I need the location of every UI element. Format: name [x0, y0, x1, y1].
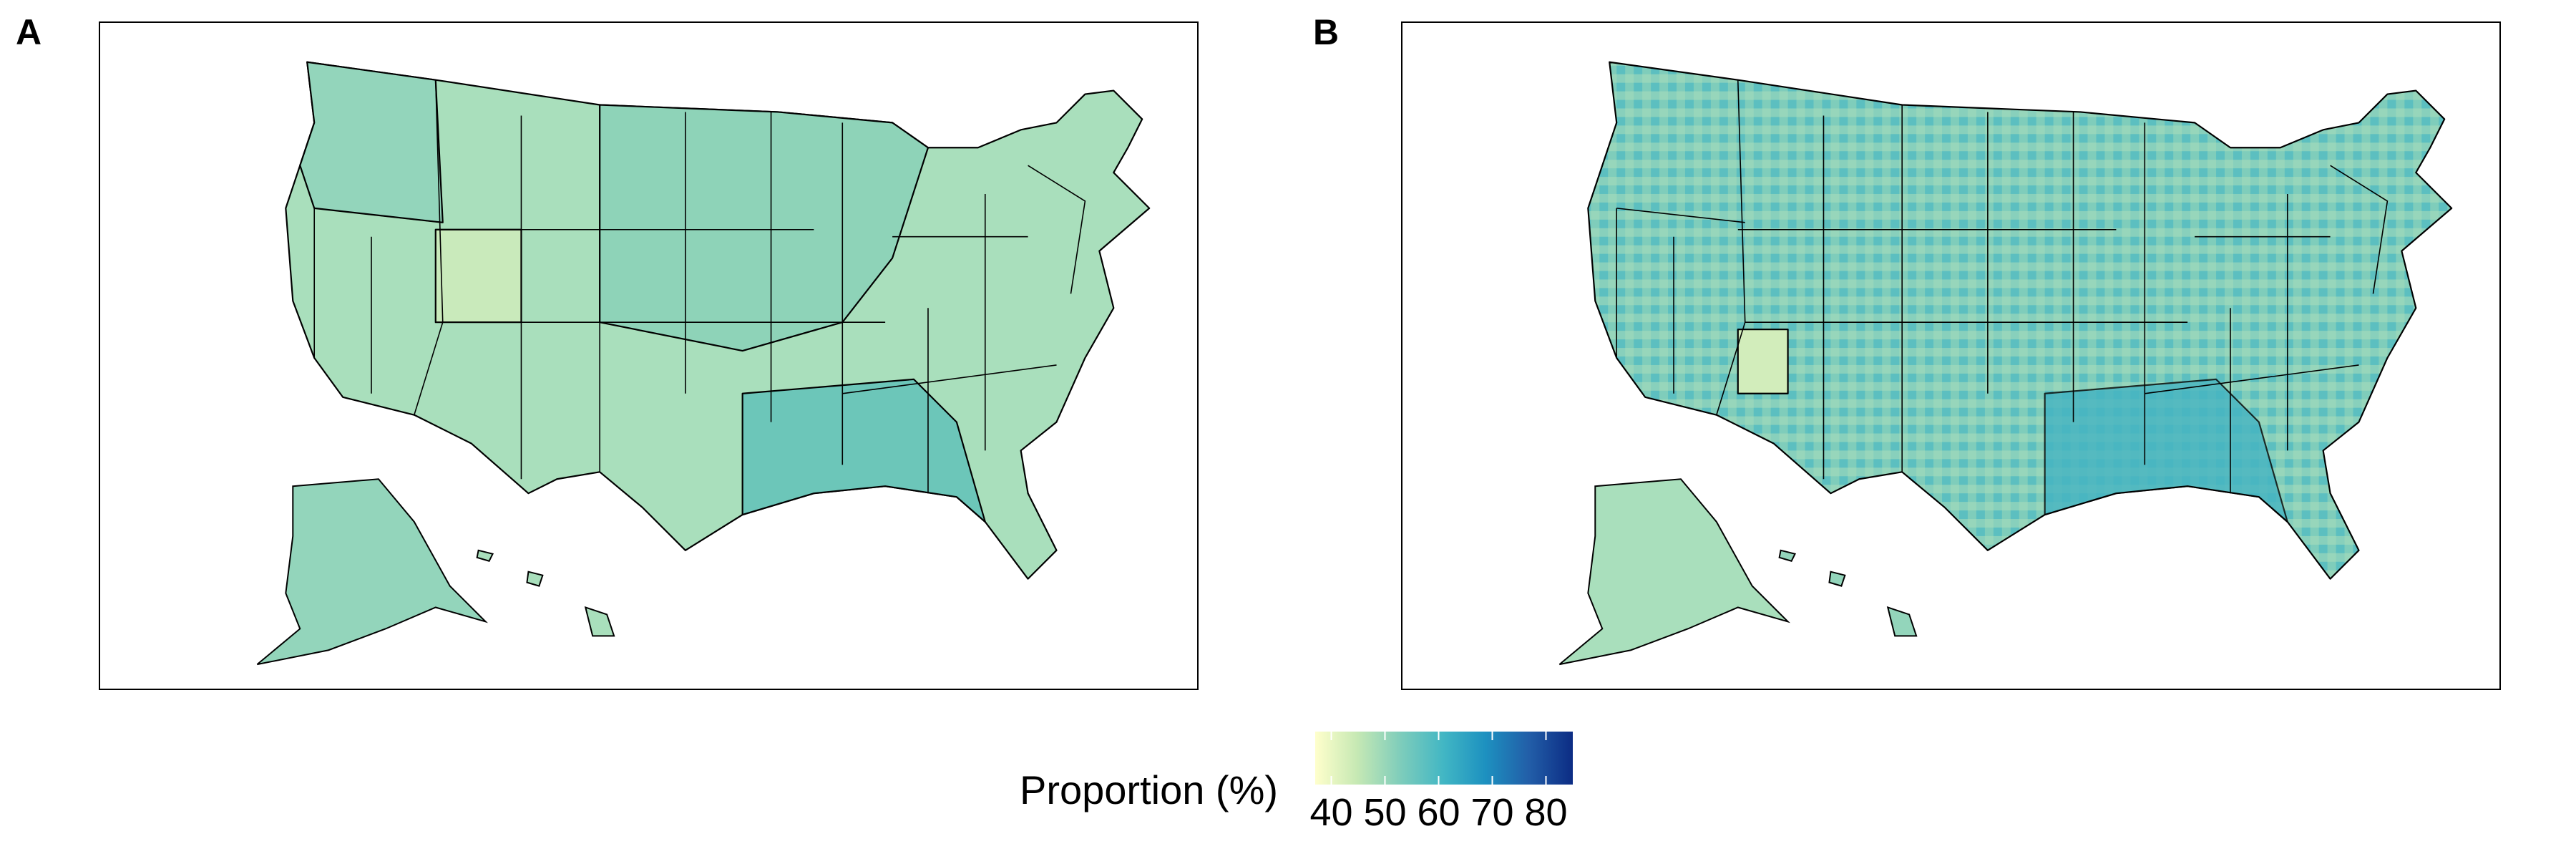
- legend-color-bar: [1315, 732, 1573, 785]
- legend-tick-label: 50: [1363, 791, 1407, 834]
- legend-title: Proportion (%): [1020, 767, 1279, 812]
- panel-b-contiguous-us: [1587, 61, 2453, 580]
- panel-b-label: B: [1313, 12, 1340, 52]
- panel-a-label: A: [16, 12, 42, 52]
- legend-tick-label: 40: [1309, 791, 1353, 834]
- panel-b-alaska: [1558, 478, 1791, 666]
- panel-a-hawaii: [476, 549, 615, 637]
- legend-tick-label: 60: [1417, 791, 1460, 834]
- panel-b-nevada-low-area: [1737, 329, 1789, 394]
- legend-tick-label: 80: [1524, 791, 1568, 834]
- panel-a-us-state-map: [256, 61, 1151, 666]
- panel-b-hawaii: [1778, 549, 1918, 637]
- panel-a-utah-state: [434, 228, 522, 324]
- panel-a-map-frame: [99, 21, 1199, 690]
- legend-tick-label: 70: [1470, 791, 1514, 834]
- panel-a-alaska: [256, 478, 489, 666]
- panel-b-us-county-map: [1558, 61, 2453, 666]
- panel-a-northwest-region: [299, 61, 444, 223]
- panel-b-map-frame: [1401, 21, 2501, 690]
- panel-a-midwest-region: [599, 104, 930, 352]
